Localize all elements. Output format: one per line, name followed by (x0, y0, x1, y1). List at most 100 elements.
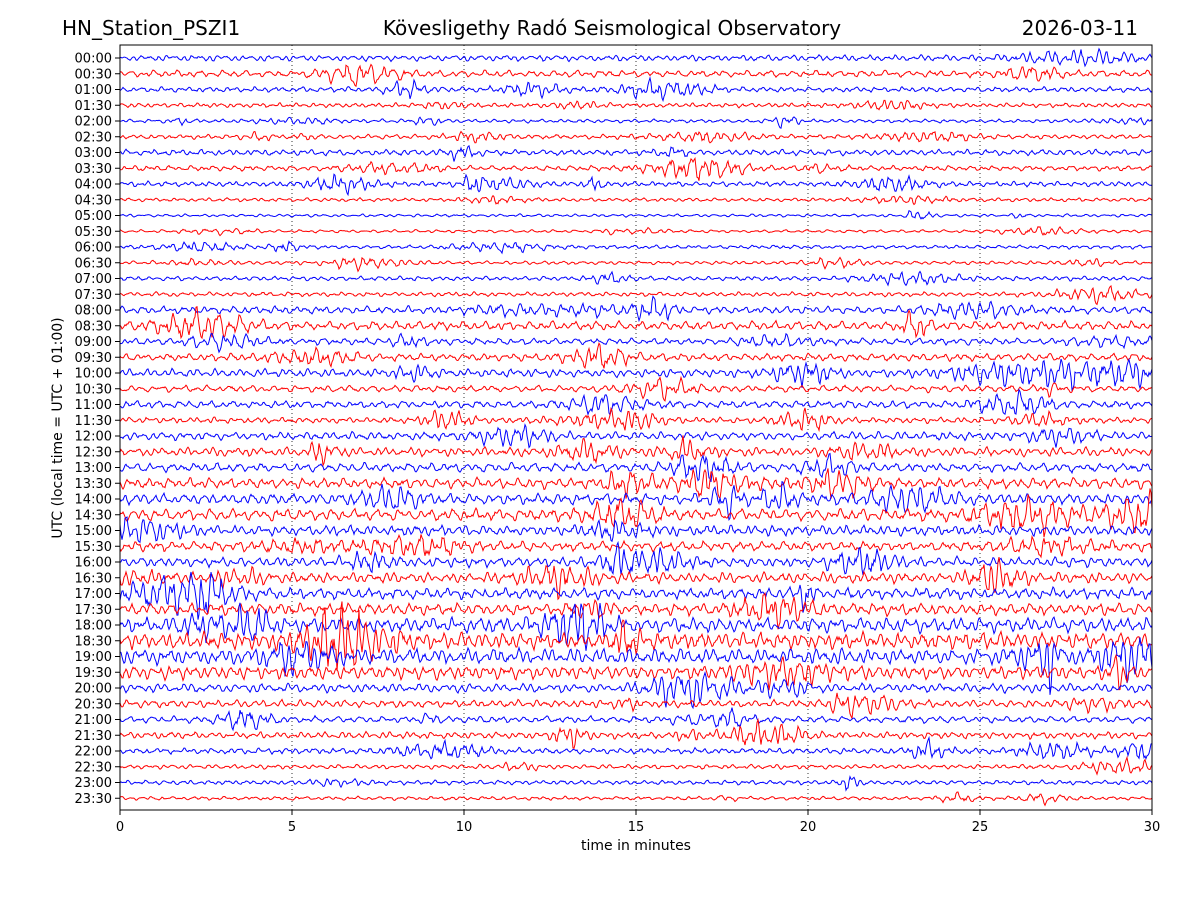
trace-2130 (119, 717, 1153, 749)
y-tick-label: 07:00 (75, 272, 112, 287)
y-tick-label: 20:00 (75, 682, 112, 697)
trace-2000 (119, 670, 1153, 710)
y-tick-label: 17:00 (75, 587, 112, 602)
y-tick-label: 02:00 (75, 115, 112, 130)
y-tick-label: 00:30 (75, 67, 112, 82)
trace-1230 (119, 435, 1153, 468)
trace-layer (119, 47, 1153, 807)
trace-2100 (119, 707, 1153, 732)
trace-0300 (119, 145, 1153, 162)
trace-0800 (119, 295, 1153, 323)
x-tick-label-0: 0 (116, 820, 124, 835)
trace-0400 (119, 173, 1153, 197)
y-tick-label: 19:30 (75, 666, 112, 681)
trace-1930 (119, 653, 1153, 691)
trace-0530 (119, 225, 1153, 237)
y-tick-label: 01:00 (75, 83, 112, 98)
y-tick-label: 16:30 (75, 571, 112, 586)
trace-2300 (119, 775, 1153, 792)
trace-1430 (119, 488, 1153, 538)
y-tick-label: 20:30 (75, 697, 112, 712)
trace-0030 (119, 63, 1153, 88)
trace-1030 (119, 375, 1153, 402)
y-tick-label: 21:30 (75, 729, 112, 744)
y-tick-label: 03:30 (75, 162, 112, 177)
y-tick-layer: 00:0000:3001:0001:3002:0002:3003:0003:30… (75, 52, 120, 807)
y-tick-label: 13:30 (75, 477, 112, 492)
y-tick-label: 06:00 (75, 241, 112, 256)
trace-1830 (119, 601, 1153, 671)
y-tick-label: 18:30 (75, 634, 112, 649)
y-axis-label: UTC (local time = UTC + 01:00) (50, 317, 66, 538)
y-tick-label: 19:00 (75, 650, 112, 665)
y-tick-label: 10:30 (75, 382, 112, 397)
y-tick-label: 12:00 (75, 430, 112, 445)
trace-1700 (119, 571, 1153, 620)
trace-1600 (119, 540, 1153, 576)
y-tick-label: 00:00 (75, 52, 112, 67)
y-tick-label: 15:30 (75, 540, 112, 555)
y-tick-label: 14:00 (75, 493, 112, 508)
y-tick-label: 09:30 (75, 351, 112, 366)
trace-1400 (119, 481, 1153, 522)
trace-2200 (119, 735, 1153, 760)
trace-1300 (119, 452, 1153, 483)
y-tick-label: 10:00 (75, 367, 112, 382)
trace-2230 (119, 755, 1153, 776)
y-tick-label: 18:00 (75, 619, 112, 634)
trace-0830 (119, 306, 1153, 340)
y-tick-label: 17:30 (75, 603, 112, 618)
plot-frame (119, 44, 1153, 811)
x-tick-label-25: 25 (972, 820, 989, 835)
y-tick-label: 02:30 (75, 130, 112, 145)
trace-2030 (119, 692, 1153, 720)
trace-1530 (119, 534, 1153, 559)
y-tick-label: 11:00 (75, 398, 112, 413)
chart-date: 2026-03-11 (1021, 16, 1138, 40)
x-axis-label: time in minutes (581, 838, 691, 854)
y-tick-label: 07:30 (75, 288, 112, 303)
y-tick-label: 12:30 (75, 445, 112, 460)
trace-1100 (119, 388, 1153, 417)
y-tick-label: 04:00 (75, 178, 112, 193)
y-tick-label: 21:00 (75, 713, 112, 728)
trace-0930 (119, 342, 1153, 369)
grid-layer (291, 45, 981, 810)
y-tick-label: 04:30 (75, 193, 112, 208)
trace-1330 (119, 468, 1153, 500)
trace-0600 (119, 240, 1153, 255)
y-tick-label: 22:30 (75, 760, 112, 775)
y-tick-label: 11:30 (75, 414, 112, 429)
x-tick-label-5: 5 (288, 820, 296, 835)
trace-0630 (119, 256, 1153, 273)
y-tick-label: 23:30 (75, 792, 112, 807)
trace-0330 (119, 156, 1153, 181)
trace-1130 (119, 406, 1153, 433)
x-tick-label-10: 10 (456, 820, 473, 835)
x-tick-layer: 0 5 10 15 20 25 30 (116, 810, 1160, 835)
x-tick-label-30: 30 (1144, 820, 1161, 835)
trace-1200 (119, 423, 1153, 449)
y-tick-label: 01:30 (75, 99, 112, 114)
trace-0500 (119, 209, 1153, 220)
y-tick-label: 05:30 (75, 225, 112, 240)
trace-0230 (119, 130, 1153, 144)
trace-2330 (119, 791, 1153, 807)
trace-0900 (119, 332, 1153, 354)
y-tick-label: 08:00 (75, 304, 112, 319)
y-tick-label: 09:00 (75, 335, 112, 350)
trace-1000 (119, 357, 1153, 392)
y-tick-label: 15:00 (75, 524, 112, 539)
trace-1800 (119, 602, 1153, 651)
trace-1500 (119, 516, 1153, 543)
chart-title: Kövesligethy Radó Seismological Observat… (382, 16, 842, 40)
trace-0700 (119, 270, 1153, 287)
trace-0730 (119, 285, 1153, 306)
y-tick-label: 14:30 (75, 508, 112, 523)
trace-0430 (119, 194, 1153, 206)
y-tick-label: 16:00 (75, 556, 112, 571)
trace-0000 (119, 47, 1153, 68)
trace-0100 (119, 75, 1153, 103)
trace-0130 (119, 99, 1153, 111)
